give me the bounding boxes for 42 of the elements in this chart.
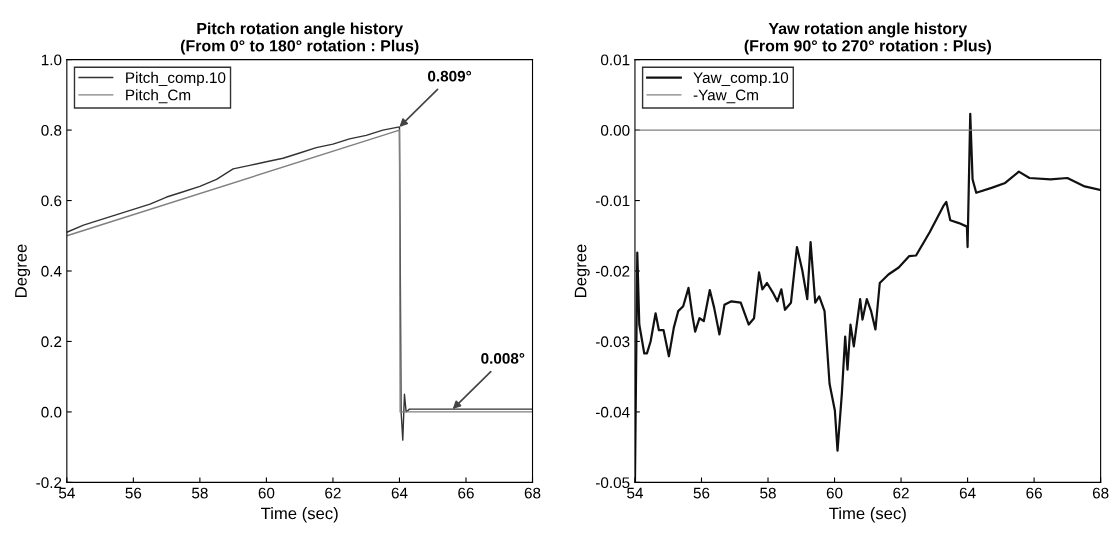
- y-tick-label: 0.6: [41, 195, 62, 207]
- y-tick-label: 0.01: [600, 54, 630, 66]
- annotation: 0.809°: [428, 70, 472, 82]
- x-tick-label: 64: [391, 487, 408, 499]
- legend-label: Yaw_comp.10: [693, 72, 789, 87]
- x-axis-title: Time (sec): [829, 507, 906, 523]
- x-tick-label: 66: [458, 487, 474, 499]
- y-tick-label: 1.0: [41, 54, 62, 66]
- y-tick-label: -0.02: [595, 265, 630, 277]
- y-tick-label: -0.05: [595, 477, 630, 489]
- y-tick-label: 0.00: [600, 124, 630, 136]
- y-tick-label: 0.0: [41, 406, 62, 418]
- chart-title: Yaw rotation angle history (From 90° to 270° rotation : Plus): [744, 22, 991, 55]
- x-tick-label: 60: [826, 487, 843, 499]
- y-tick-label: 0.4: [41, 265, 62, 277]
- x-tick-label: 62: [325, 487, 341, 499]
- legend-label: Pitch_Cm: [126, 89, 191, 104]
- x-tick-label: 54: [58, 487, 75, 499]
- x-tick-label: 58: [760, 487, 776, 499]
- x-tick-label: 64: [959, 487, 976, 499]
- legend-label: -Yaw_Cm: [693, 89, 758, 104]
- y-axis-title: Degree: [15, 244, 31, 297]
- y-axis-title: Degree: [574, 244, 590, 297]
- annotation: 0.008°: [481, 352, 525, 364]
- y-tick-label: -0.03: [595, 336, 630, 348]
- y-tick-label: -0.04: [595, 406, 630, 418]
- y-tick-label: 0.8: [41, 124, 62, 136]
- x-axis-title: Time (sec): [261, 507, 338, 523]
- legend-label: Pitch_comp.10: [126, 71, 226, 87]
- y-tick-label: 0.2: [41, 336, 62, 348]
- x-tick-label: 56: [125, 487, 142, 499]
- x-tick-label: 60: [258, 487, 275, 499]
- x-tick-label: 58: [192, 487, 208, 499]
- x-tick-label: 68: [524, 487, 541, 499]
- x-tick-label: 66: [1026, 487, 1042, 499]
- x-tick-label: 56: [693, 487, 710, 499]
- x-tick-label: 68: [1092, 487, 1109, 499]
- x-tick-label: 54: [627, 487, 644, 499]
- y-tick-label: -0.01: [595, 195, 630, 207]
- x-tick-label: 62: [893, 487, 909, 499]
- y-tick-label: -0.2: [36, 477, 62, 489]
- chart-title: Pitch rotation angle history (From 0° to 180° rotation : Plus): [180, 22, 419, 55]
